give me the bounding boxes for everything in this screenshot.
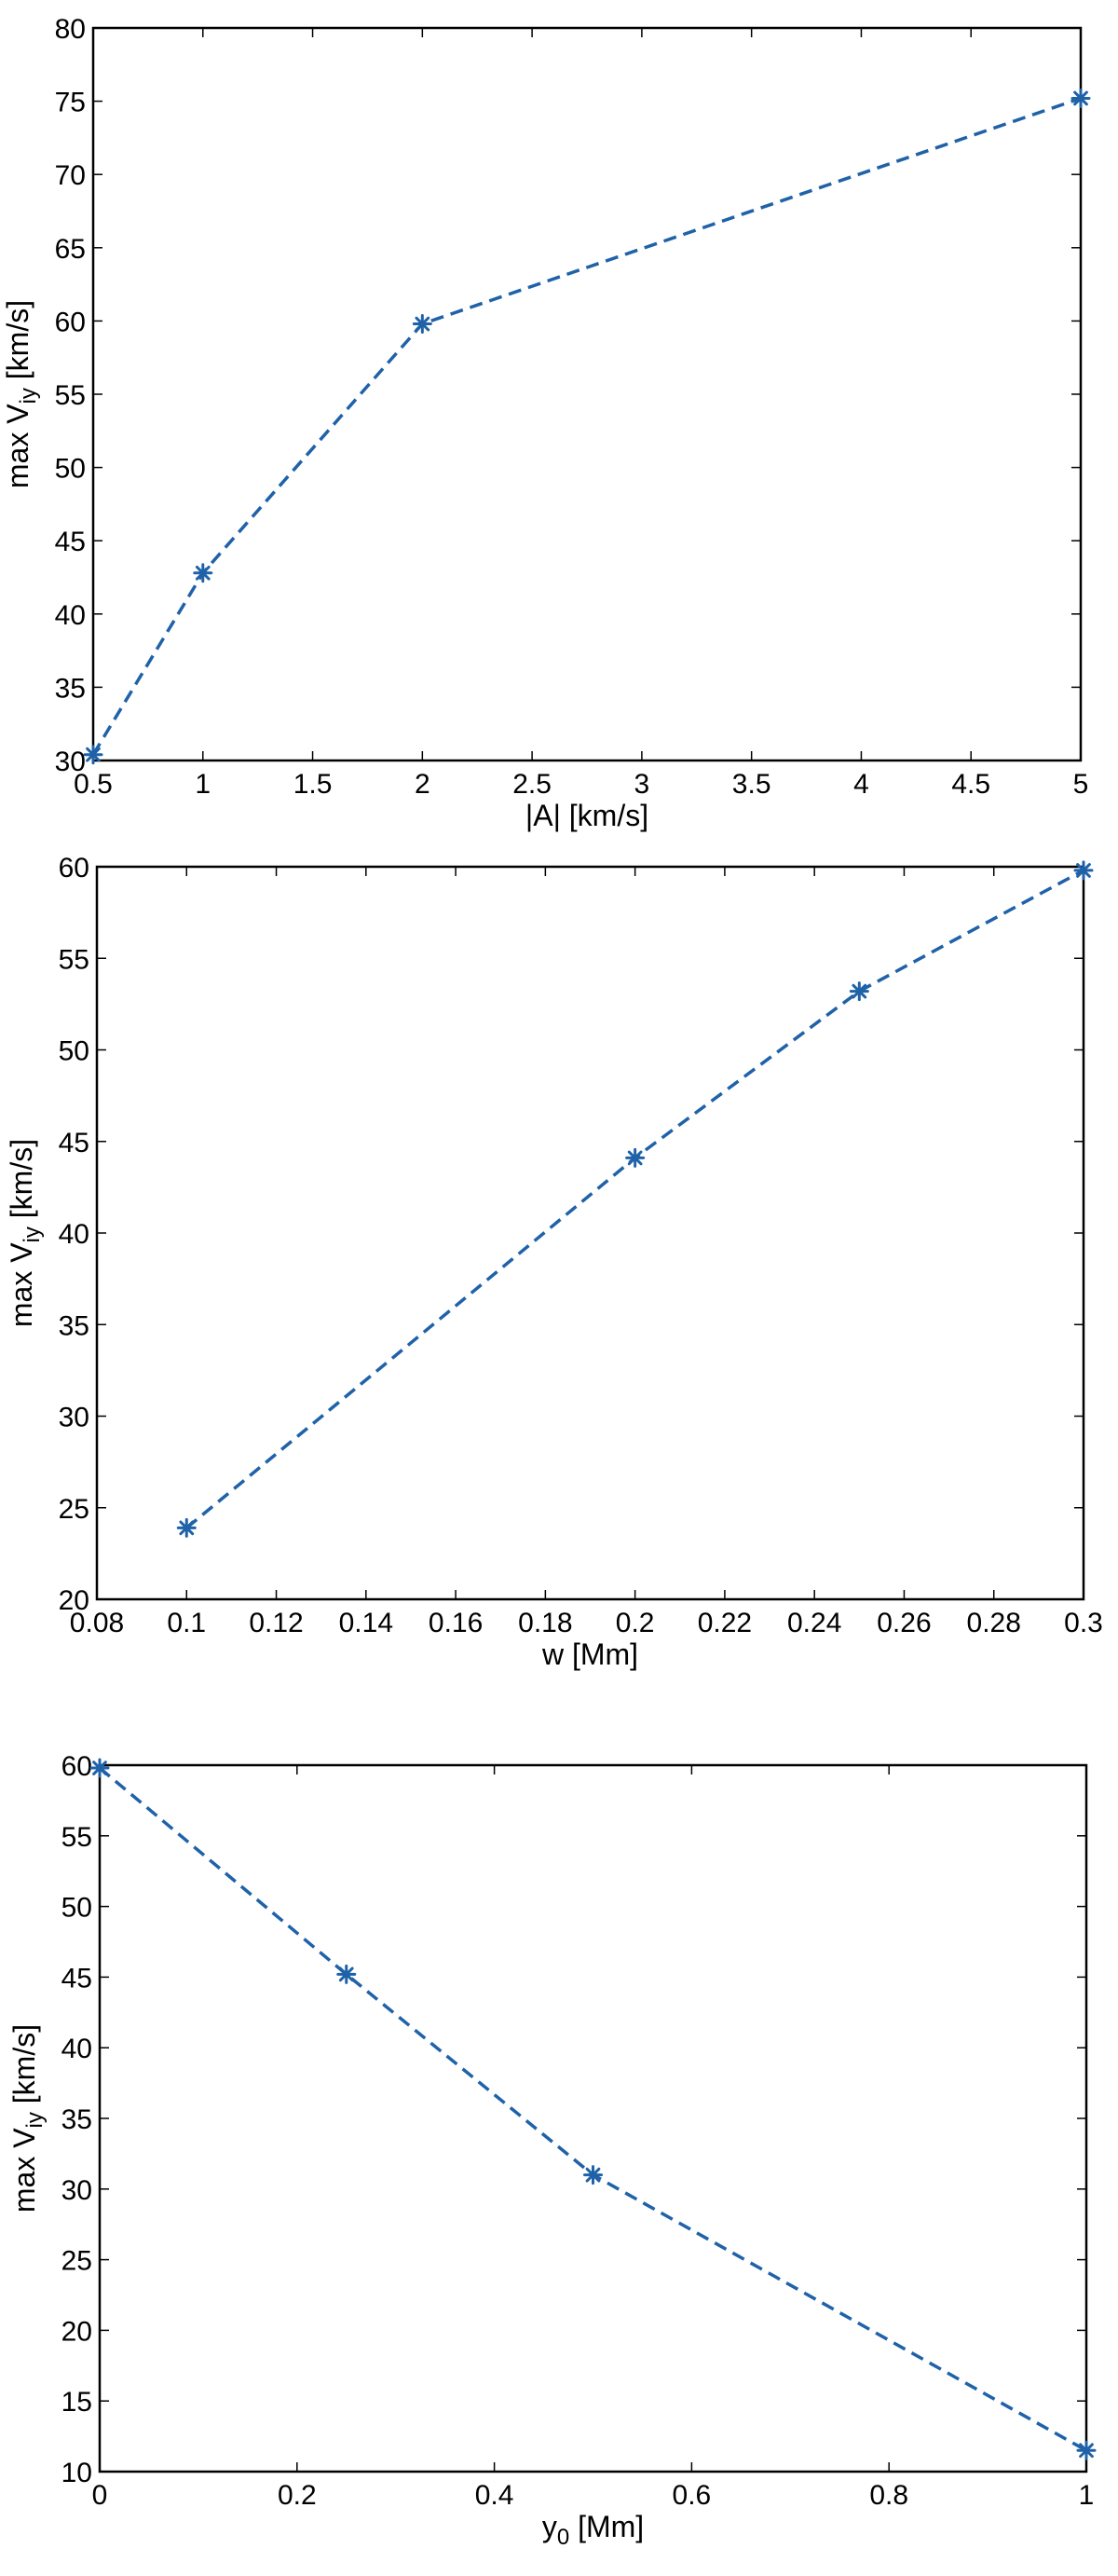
y-tick-label: 60 — [59, 853, 89, 884]
y-tick-label: 65 — [55, 234, 86, 265]
y-tick-label: 40 — [55, 600, 86, 631]
data-point — [412, 314, 432, 335]
x-tick-label: 0.5 — [74, 769, 113, 800]
x-tick-label: 0.14 — [339, 1608, 393, 1638]
data-point — [83, 745, 103, 765]
x-tick-label: 0.08 — [70, 1608, 124, 1638]
y-tick-label: 25 — [61, 2246, 92, 2277]
y-tick-label: 35 — [55, 673, 86, 704]
x-axis-label-part: y — [542, 2510, 557, 2543]
x-tick-label: 0.3 — [1064, 1608, 1103, 1638]
x-tick-label: 0.1 — [167, 1608, 206, 1638]
x-tick-label: 0.18 — [518, 1608, 572, 1638]
y-axis-label-part: max V — [5, 1242, 38, 1327]
y-axis-label: max Viy [km/s] — [7, 2024, 48, 2213]
plot-frame — [98, 1763, 1088, 2473]
x-tick-label: 1.5 — [293, 769, 333, 800]
y-tick-label: 50 — [59, 1036, 89, 1067]
series-line — [91, 96, 1082, 756]
x-tick-label: 1 — [195, 769, 211, 800]
x-tick-label: 0.24 — [787, 1608, 841, 1638]
data-point — [176, 1517, 197, 1538]
data-point — [193, 563, 213, 583]
x-tick-label: 5 — [1073, 769, 1089, 800]
x-tick-label: 2 — [415, 769, 430, 800]
y-axis-label-part: iy — [16, 388, 41, 404]
y-tick-label: 80 — [55, 14, 86, 45]
y-tick-label: 30 — [55, 747, 86, 777]
y-tick-label: 45 — [59, 1128, 89, 1158]
y-axis-label-part: [km/s] — [5, 1139, 38, 1226]
x-tick-label: 4.5 — [951, 769, 990, 800]
x-tick-label: 0.2 — [278, 2480, 317, 2511]
y-tick-label: 35 — [59, 1310, 89, 1341]
x-axis-label: y0 [Mm] — [542, 2510, 644, 2550]
x-tick-label: 0.26 — [877, 1608, 931, 1638]
y-tick-label: 15 — [61, 2387, 92, 2418]
y-tick-label: 40 — [59, 1219, 89, 1250]
x-axis-label: w [Mm] — [541, 1637, 638, 1671]
y-tick-label: 55 — [55, 380, 86, 411]
x-tick-label: 0.4 — [475, 2480, 514, 2511]
y-tick-label: 70 — [55, 160, 86, 191]
y-tick-label: 25 — [59, 1494, 89, 1525]
plot-frame — [95, 865, 1085, 1601]
y-tick-label: 45 — [55, 527, 86, 557]
y-axis-label-part: [km/s] — [1, 300, 34, 388]
x-tick-label: 0.22 — [698, 1608, 752, 1638]
y-tick-label: 30 — [59, 1403, 89, 1433]
series-line — [98, 1766, 1087, 2452]
y-axis-label-part: [km/s] — [7, 2024, 41, 2112]
y-tick-label: 10 — [61, 2458, 92, 2488]
y-tick-label: 45 — [61, 1963, 92, 1994]
x-tick-label: 0.16 — [429, 1608, 483, 1638]
data-point — [849, 981, 869, 1002]
y-tick-label: 55 — [59, 944, 89, 975]
x-tick-label: 0.28 — [967, 1608, 1021, 1638]
y-tick-label: 35 — [61, 2104, 92, 2135]
series-line — [185, 869, 1084, 1529]
x-tick-label: 0.12 — [249, 1608, 303, 1638]
y-tick-label: 55 — [61, 1822, 92, 1853]
y-tick-label: 40 — [61, 2034, 92, 2064]
y-axis-label-part: iy — [22, 2112, 48, 2128]
data-point — [1070, 88, 1091, 108]
y-tick-label: 30 — [61, 2175, 92, 2206]
x-tick-label: 1 — [1079, 2480, 1095, 2511]
y-tick-label: 50 — [61, 1893, 92, 1924]
data-point — [89, 1758, 110, 1778]
plot-frame — [91, 26, 1083, 762]
x-tick-label: 0.2 — [616, 1608, 655, 1638]
y-axis-label-part: max V — [1, 404, 34, 488]
x-axis-label-part: [Mm] — [569, 2510, 644, 2543]
data-point — [1076, 2440, 1097, 2460]
y-axis-label: max Viy [km/s] — [1, 300, 41, 488]
y-tick-label: 20 — [61, 2316, 92, 2347]
chart-panel-2: 0.08 0.1 0.12 0.14 0.16 0.18 0.2 0.22 0.24 0.26 0.… — [5, 853, 1103, 1671]
data-point — [1073, 860, 1094, 881]
data-point — [625, 1147, 646, 1168]
y-axis-label: max Viy [km/s] — [5, 1139, 45, 1327]
x-tick-label: 0.6 — [673, 2480, 712, 2511]
x-axis-label: |A| [km/s] — [525, 799, 648, 832]
x-tick-label: 0.8 — [869, 2480, 908, 2511]
y-tick-label: 60 — [55, 307, 86, 337]
data-point — [336, 1964, 357, 1984]
y-tick-label: 20 — [59, 1585, 89, 1616]
x-axis-label-part: 0 — [557, 2525, 569, 2550]
x-tick-label: 0 — [92, 2480, 108, 2511]
y-tick-label: 50 — [55, 454, 86, 485]
y-axis-label-part: iy — [20, 1226, 45, 1242]
x-tick-label: 4 — [853, 769, 869, 800]
y-tick-label: 75 — [55, 88, 86, 118]
x-tick-label: 3.5 — [732, 769, 771, 800]
x-tick-label: 2.5 — [512, 769, 552, 800]
chart-panel-1: 0.5 1 1.5 2 2.5 3 3.5 4 4.5 5 30 35 40 45 50 55 60 65 70 75… — [1, 14, 1091, 832]
y-tick-label: 60 — [61, 1751, 92, 1782]
x-tick-label: 3 — [634, 769, 650, 800]
y-axis-label-part: max V — [7, 2128, 41, 2213]
data-point — [583, 2165, 603, 2185]
